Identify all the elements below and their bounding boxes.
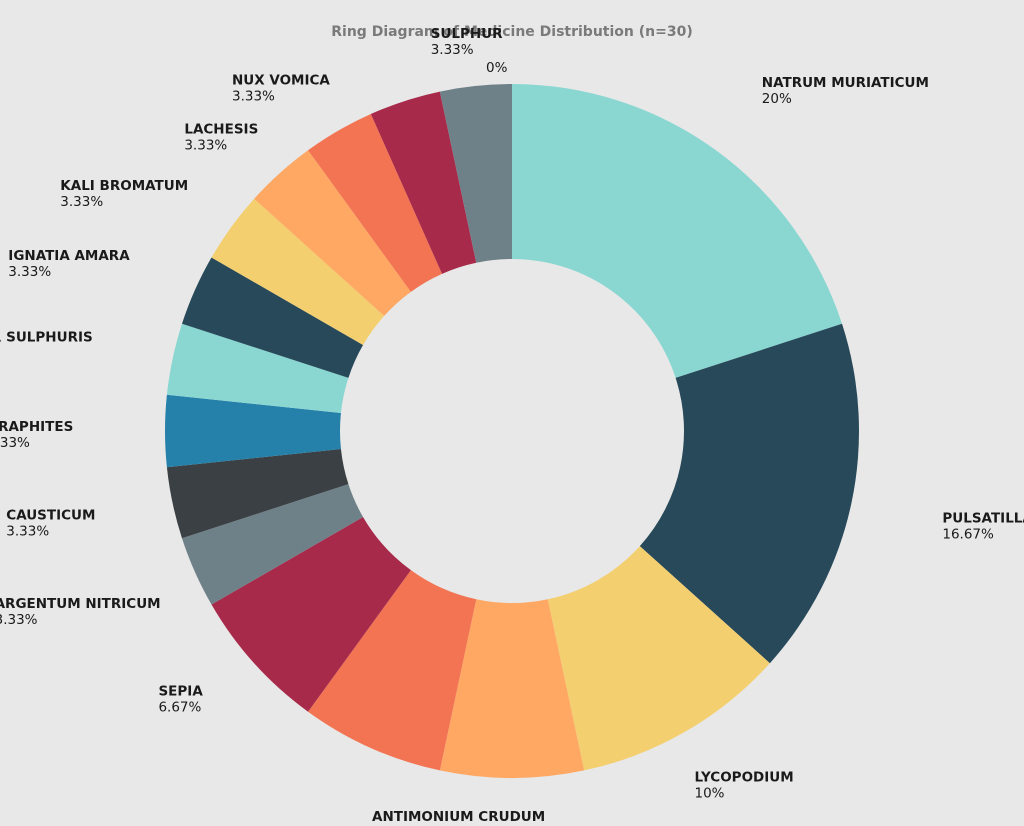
slice-label-percent: 0%	[486, 60, 508, 76]
slice-label-name: SULPHUR	[431, 26, 503, 42]
ring-slice	[211, 198, 385, 345]
slice-label-name: SEPIA	[158, 683, 203, 699]
ring-slice	[166, 323, 349, 414]
ring-slice	[639, 323, 859, 664]
slice-label-name: IGNATIA AMARA	[8, 248, 130, 264]
slice-label-percent: 20%	[762, 91, 792, 107]
slice-label-name: HEPAR SULPHURIS	[0, 330, 93, 346]
ring-slice	[547, 546, 770, 771]
ring-slice	[166, 448, 349, 539]
ring-slice	[439, 84, 512, 263]
slice-label-name: PULSATILLA NIGRICANS	[942, 510, 1024, 526]
slices-layer	[165, 84, 859, 778]
slice-label: ANTIMONIUM CRUDUM6.67%	[372, 809, 545, 826]
slice-label-percent: 3.33%	[232, 89, 275, 105]
slice-label-name: ARGENTUM NITRICUM	[0, 596, 161, 612]
slice-label-name: ANTIMONIUM CRUDUM	[372, 809, 545, 821]
slice-label-percent: 16.67%	[942, 526, 994, 542]
slice-label-percent: 10%	[695, 786, 725, 802]
slice-label-percent: 3.33%	[0, 435, 30, 451]
slice-label: HEPAR SULPHURIS3.33%	[0, 330, 93, 346]
ring-slice	[439, 599, 585, 778]
slice-label-percent: 3.33%	[60, 194, 103, 210]
ring-slice	[181, 257, 364, 378]
ring-slice	[308, 570, 477, 771]
slice-label: ARGENTUM NITRICUM3.33%	[0, 596, 161, 628]
slice-label-percent: 3.33%	[8, 264, 51, 280]
slice-label-name: NATRUM MURIATICUM	[762, 75, 929, 91]
slice-label: PULSATILLA NIGRICANS16.67%	[942, 510, 1024, 542]
slice-label-percent: 6.67%	[158, 699, 201, 715]
slice-label-name: NUX VOMICA	[232, 73, 330, 89]
slice-label-name: KALI BROMATUM	[60, 178, 188, 194]
slice-label-percent: 3.33%	[6, 523, 49, 539]
slice-label-percent: 3.33%	[184, 138, 227, 154]
slice-label-percent: 3.33%	[431, 42, 474, 58]
slice-label-name: LYCOPODIUM	[695, 770, 794, 786]
slice-label-name: GRAPHITES	[0, 419, 73, 435]
slice-label-name: CAUSTICUM	[6, 507, 95, 523]
chart-title: Ring Diagram of Medicine Distribution (n…	[331, 24, 692, 40]
slice-label: GRAPHITES3.33%	[0, 419, 73, 451]
ring-slice	[211, 517, 411, 712]
ring-slice	[181, 484, 364, 605]
ring-slice	[308, 113, 443, 292]
ring-slice	[254, 150, 411, 316]
ring-slice	[370, 91, 477, 274]
slice-label-percent: 3.33%	[0, 612, 38, 628]
ring-slice	[512, 84, 843, 378]
slice-label-name: LACHESIS	[184, 122, 258, 138]
ring-slice	[165, 394, 341, 468]
